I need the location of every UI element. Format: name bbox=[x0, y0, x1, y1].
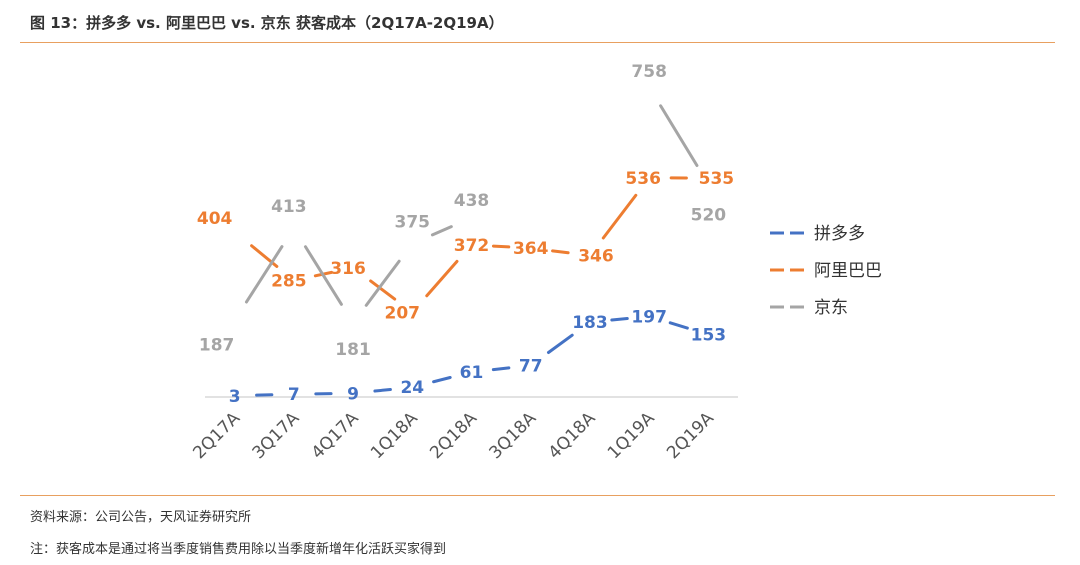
data-label: 372 bbox=[454, 236, 490, 256]
series-line-segment bbox=[601, 193, 638, 240]
series-line-segment bbox=[610, 317, 629, 322]
legend-label: 京东 bbox=[814, 298, 848, 318]
data-label: 7 bbox=[288, 385, 300, 405]
data-label: 61 bbox=[460, 363, 484, 383]
x-tick-label: 3Q18A bbox=[485, 408, 540, 463]
data-label: 535 bbox=[699, 169, 735, 189]
data-label: 3 bbox=[229, 387, 241, 407]
series-line-segment bbox=[244, 245, 284, 304]
data-label: 207 bbox=[385, 303, 421, 323]
series-1: 3 7 9 24 61 77 183 197 153 bbox=[229, 307, 726, 406]
data-label: 187 bbox=[199, 336, 235, 356]
data-label: 375 bbox=[395, 213, 431, 233]
series-line-segment bbox=[491, 244, 511, 249]
series-line-segment bbox=[430, 225, 453, 237]
data-label: 316 bbox=[330, 259, 366, 279]
x-tick-label: 4Q18A bbox=[545, 408, 600, 463]
x-tick-label: 1Q19A bbox=[604, 408, 659, 463]
data-label: 24 bbox=[400, 378, 424, 398]
series-line-segment bbox=[425, 259, 459, 298]
series-line-segment bbox=[668, 321, 689, 330]
x-tick-label: 1Q18A bbox=[367, 408, 422, 463]
series-line-segment bbox=[546, 333, 574, 355]
data-label: 77 bbox=[519, 357, 543, 377]
series-line-segment bbox=[491, 366, 511, 372]
series-2: 404 285 316 207 372 364 346 536 535 bbox=[197, 169, 734, 324]
series-line-segment bbox=[659, 104, 699, 168]
figure-title: 图 13：拼多多 vs. 阿里巴巴 vs. 京东 获客成本（2Q17A-2Q19… bbox=[30, 14, 504, 32]
series-line-segment bbox=[373, 387, 392, 393]
x-tick-label: 2Q18A bbox=[426, 408, 481, 463]
footnote: 注：获客成本是通过将当季度销售费用除以当季度新增年化活跃买家得到 bbox=[30, 542, 447, 557]
data-label: 536 bbox=[625, 169, 661, 189]
series-line-segment bbox=[364, 259, 401, 307]
data-label: 197 bbox=[631, 307, 667, 327]
source-note: 资料来源：公司公告，天风证券研究所 bbox=[30, 510, 252, 525]
x-tick-label: 2Q19A bbox=[663, 408, 718, 463]
series-3: 187 413 181 375 438 758 520 bbox=[199, 62, 726, 360]
data-label: 9 bbox=[347, 384, 359, 404]
legend-label: 阿里巴巴 bbox=[814, 261, 882, 281]
top-rule bbox=[20, 42, 1055, 43]
line-chart: 2Q17A 3Q17A 4Q17A 1Q18A 2Q18A 3Q18A 4Q18A 1Q19A… bbox=[189, 62, 882, 463]
x-tick-label: 3Q17A bbox=[249, 408, 304, 463]
data-label: 364 bbox=[513, 239, 549, 259]
series-line-segment bbox=[303, 245, 343, 306]
data-label: 413 bbox=[271, 197, 307, 217]
x-tick-label: 2Q17A bbox=[189, 408, 244, 463]
series-line-segment bbox=[551, 249, 570, 255]
x-tick-label: 4Q17A bbox=[308, 408, 363, 463]
legend-label: 拼多多 bbox=[814, 224, 865, 244]
data-label: 404 bbox=[197, 209, 233, 229]
bottom-rule bbox=[20, 495, 1055, 496]
data-label: 285 bbox=[271, 271, 307, 291]
data-label: 181 bbox=[335, 340, 371, 360]
series-line-segment bbox=[432, 375, 452, 384]
series-line-segment bbox=[369, 279, 397, 301]
data-label: 758 bbox=[631, 62, 667, 82]
data-label: 346 bbox=[578, 246, 614, 266]
data-label: 183 bbox=[572, 313, 608, 333]
data-label: 520 bbox=[691, 205, 727, 225]
data-label: 153 bbox=[691, 325, 727, 345]
data-label: 438 bbox=[454, 191, 490, 211]
series-line-segment bbox=[250, 244, 279, 268]
